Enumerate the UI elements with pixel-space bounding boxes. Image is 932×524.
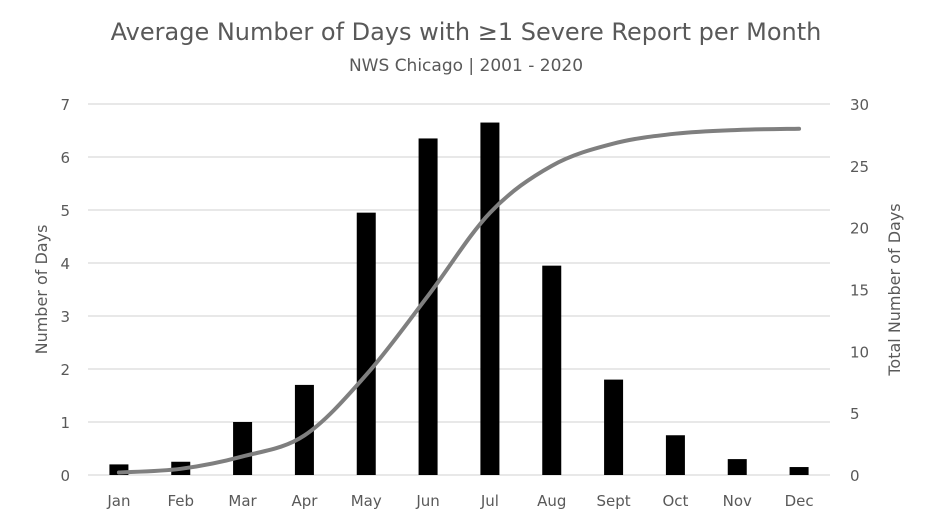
y-tick-label: 5 [60,202,70,220]
y-tick-label: 1 [60,414,70,432]
cumulative-line [116,126,802,475]
y2-tick-label: 15 [850,282,869,300]
y2-tick-label: 30 [850,96,869,114]
bar-dec [789,467,809,475]
chart-title: Average Number of Days with ≥1 Severe Re… [110,18,822,46]
x-tick-label: Nov [723,492,752,510]
x-tick-label: Jun [415,492,439,510]
bar-apr [294,384,314,475]
chart-subtitle: NWS Chicago | 2001 - 2020 [348,56,584,76]
y-tick-label: 3 [60,308,70,326]
bar-jan [109,464,129,475]
y-tick-label: 6 [60,149,70,167]
y2-tick-label: 20 [850,220,869,238]
x-tick-label: Jul [480,492,499,510]
x-tick-label: May [351,492,382,510]
y2-tick-label: 25 [850,158,869,176]
x-tick-label: Dec [785,492,814,510]
x-tick-label: Aug [537,492,566,510]
bar-sept [604,379,624,475]
bar-nov [727,459,747,475]
x-tick-label: Sept [597,492,631,510]
y-tick-label: 2 [60,361,70,379]
y2-axis-label: Total Number of Days [885,203,904,376]
x-tick-label: Feb [167,492,194,510]
x-tick-label: Apr [291,492,318,510]
bar-jul [480,122,500,476]
y2-tick-label: 0 [850,467,860,485]
y-axis-label: Number of Days [32,225,51,355]
y-tick-label: 7 [60,96,70,114]
x-tick-label: Oct [662,492,688,510]
y-tick-label: 0 [60,467,70,485]
x-tick-label: Mar [228,492,257,510]
bar-jun [418,138,438,475]
y2-tick-label: 10 [850,343,869,361]
bar-oct [665,435,685,475]
bar-may [356,212,376,475]
y-tick-label: 4 [60,255,70,273]
y2-tick-label: 5 [850,405,860,423]
bar-mar [233,422,253,475]
x-tick-label: Jan [106,492,130,510]
bar-aug [542,265,562,475]
